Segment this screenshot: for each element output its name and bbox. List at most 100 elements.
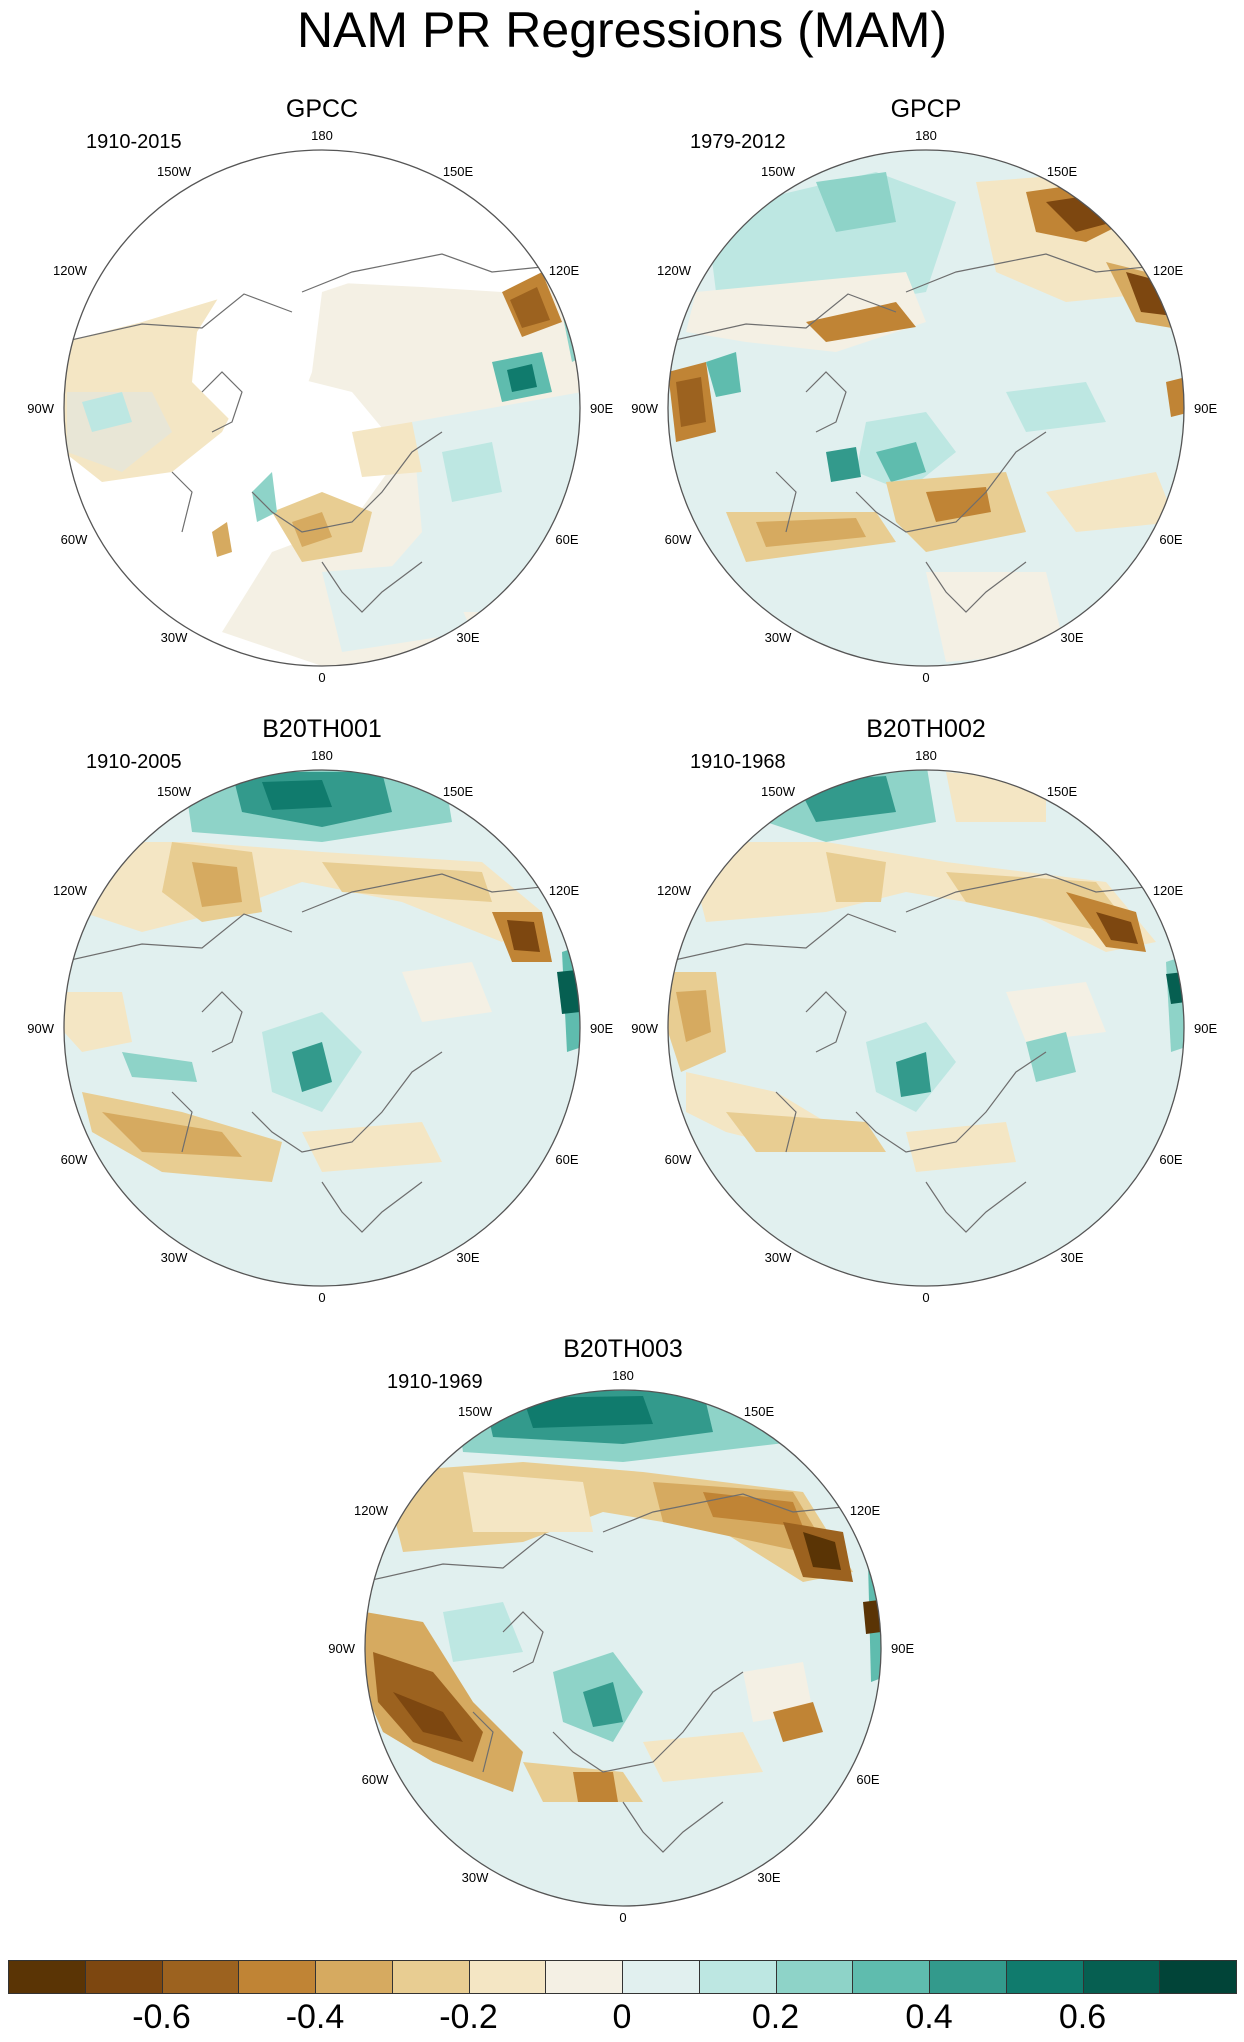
lon-label: 120W bbox=[53, 883, 88, 898]
panel-period: 1910-2015 bbox=[86, 131, 182, 153]
lon-label: 60E bbox=[1159, 1152, 1182, 1167]
panel-title: B20TH003 bbox=[563, 1335, 683, 1363]
lon-label: 30E bbox=[456, 1250, 479, 1265]
panel-period: 1979-2012 bbox=[690, 131, 786, 153]
lon-label: 90W bbox=[631, 1021, 658, 1036]
colorbar-cell bbox=[1159, 1960, 1237, 1994]
panel-gpcc: GPCC 1910-2015 bbox=[22, 92, 622, 712]
panel-title: GPCP bbox=[890, 95, 962, 123]
lon-label: 120E bbox=[1153, 883, 1184, 898]
colorbar-cell bbox=[775, 1960, 854, 1994]
lon-label: 60W bbox=[362, 1772, 389, 1787]
panel-b20th001: B20TH001 1910-2005 bbox=[22, 712, 622, 1332]
precip-field bbox=[668, 150, 1184, 666]
colorbar-cell bbox=[161, 1960, 240, 1994]
lon-label: 90E bbox=[590, 401, 613, 416]
lon-label: 180 bbox=[612, 1368, 634, 1383]
lon-label: 30E bbox=[1060, 630, 1083, 645]
lon-label: 60E bbox=[1159, 532, 1182, 547]
lon-label: 180 bbox=[311, 748, 333, 763]
lon-label: 150W bbox=[157, 784, 192, 799]
map-boundary bbox=[667, 149, 1185, 667]
map-boundary bbox=[667, 769, 1185, 1287]
lon-label: 30E bbox=[456, 630, 479, 645]
lon-label: 30W bbox=[462, 1870, 489, 1885]
precip-field bbox=[668, 770, 1184, 1286]
lon-label: 60E bbox=[856, 1772, 879, 1787]
map-boundary bbox=[364, 1389, 882, 1907]
colorbar-cell bbox=[8, 1960, 86, 1994]
colorbar-cell bbox=[1082, 1960, 1161, 1994]
panel-period: 1910-1969 bbox=[387, 1371, 483, 1393]
colorbar-cell bbox=[545, 1960, 623, 1994]
lon-label: 90W bbox=[27, 1021, 54, 1036]
panel-b20th002: B20TH002 1910-1968 bbox=[626, 712, 1226, 1332]
lon-label: 60W bbox=[61, 532, 88, 547]
lon-label: 180 bbox=[915, 128, 937, 143]
colorbar-tick-label: -0.2 bbox=[439, 1998, 498, 2036]
panel-title: B20TH001 bbox=[262, 715, 382, 743]
lon-label: 120E bbox=[549, 883, 580, 898]
panel-period: 1910-2005 bbox=[86, 751, 182, 773]
lon-label: 30W bbox=[765, 630, 792, 645]
lon-label: 90W bbox=[27, 401, 54, 416]
lon-label: 90E bbox=[1194, 1021, 1217, 1036]
colorbar-tick-label: -0.6 bbox=[132, 1998, 191, 2036]
lon-label: 90W bbox=[631, 401, 658, 416]
colorbar-cell bbox=[622, 1960, 700, 1994]
lon-label: 90E bbox=[891, 1641, 914, 1656]
map-boundary bbox=[63, 769, 581, 1287]
lon-label: 120E bbox=[850, 1503, 881, 1518]
panel-gpcp: GPCP 1979-2012 bbox=[626, 92, 1226, 712]
lon-label: 60W bbox=[665, 532, 692, 547]
lon-label: 0 bbox=[318, 1290, 325, 1305]
lon-label: 150E bbox=[1047, 164, 1078, 179]
colorbar-tick-label: 0 bbox=[612, 1998, 632, 2036]
lon-label: 150E bbox=[744, 1404, 775, 1419]
lon-label: 120W bbox=[354, 1503, 389, 1518]
colorbar-cell bbox=[468, 1960, 547, 1994]
colorbar-cell bbox=[1005, 1960, 1084, 1994]
lon-label: 30W bbox=[161, 1250, 188, 1265]
panel-period: 1910-1968 bbox=[690, 751, 786, 773]
colorbar-tick-label: 0.2 bbox=[751, 1998, 800, 2036]
lon-label: 120W bbox=[53, 263, 88, 278]
colorbar-cell bbox=[315, 1960, 393, 1994]
colorbar-cell bbox=[852, 1960, 930, 1994]
lon-label: 120E bbox=[1153, 263, 1184, 278]
lon-label: 120W bbox=[657, 263, 692, 278]
polar-map: 180 150E 120E 90E 60E 30E 0 30W 60W 90W … bbox=[631, 128, 1217, 685]
lon-label: 120E bbox=[549, 263, 580, 278]
lon-label: 150W bbox=[157, 164, 192, 179]
colorbar-cell bbox=[84, 1960, 163, 1994]
polar-map: 180 150E 120E 90E 60E 30E 0 30W 60W 90W … bbox=[631, 748, 1217, 1305]
lon-label: 150E bbox=[443, 784, 474, 799]
lon-label: 0 bbox=[922, 670, 929, 685]
map-boundary bbox=[63, 149, 581, 667]
panel-title: GPCC bbox=[285, 95, 359, 123]
precip-field bbox=[365, 1390, 881, 1906]
lon-label: 180 bbox=[311, 128, 333, 143]
lon-label: 90E bbox=[1194, 401, 1217, 416]
lon-label: 0 bbox=[318, 670, 325, 685]
lon-label: 0 bbox=[619, 1910, 626, 1925]
lon-label: 120W bbox=[657, 883, 692, 898]
lon-label: 150W bbox=[458, 1404, 493, 1419]
precip-field bbox=[64, 150, 580, 666]
lon-label: 180 bbox=[915, 748, 937, 763]
lon-label: 30W bbox=[161, 630, 188, 645]
colorbar-cell bbox=[391, 1960, 470, 1994]
lon-label: 90E bbox=[590, 1021, 613, 1036]
lon-label: 150W bbox=[761, 164, 796, 179]
colorbar-tick-label: 0.6 bbox=[1058, 1998, 1107, 2036]
lon-label: 30W bbox=[765, 1250, 792, 1265]
lon-label: 60W bbox=[665, 1152, 692, 1167]
lon-label: 60W bbox=[61, 1152, 88, 1167]
colorbar-cell bbox=[238, 1960, 316, 1994]
colorbar bbox=[8, 1960, 1237, 1994]
lon-label: 60E bbox=[555, 532, 578, 547]
panel-b20th003: B20TH003 1910-1969 bbox=[323, 1332, 923, 1952]
panel-title: B20TH002 bbox=[866, 715, 986, 743]
precip-field bbox=[64, 770, 580, 1286]
polar-map: 180 150E 120E 90E 60E 30E 0 30W 60W 90W … bbox=[328, 1368, 914, 1925]
